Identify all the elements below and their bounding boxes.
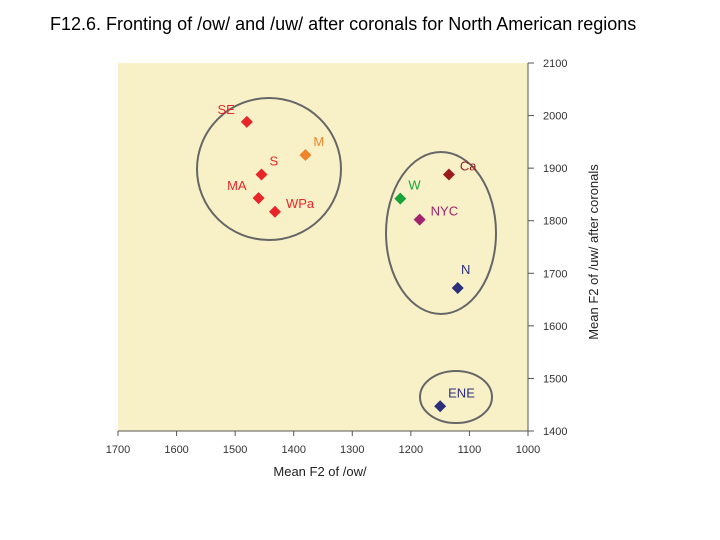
y-tick-label: 1500 bbox=[543, 373, 567, 385]
y-axis-title: Mean F2 of /uw/ after coronals bbox=[586, 164, 601, 340]
data-label-ene: ENE bbox=[448, 385, 475, 400]
x-tick-label: 1100 bbox=[458, 444, 482, 456]
data-point-wpa bbox=[268, 205, 281, 218]
data-point-ca bbox=[442, 168, 455, 181]
data-point-se bbox=[240, 115, 253, 128]
data-label-w: W bbox=[408, 178, 421, 193]
data-label-se: SE bbox=[218, 102, 236, 117]
x-tick-label: 1000 bbox=[516, 444, 540, 456]
x-tick-label: 1400 bbox=[281, 444, 305, 456]
data-points: SE S M MA WPa W Ca NYC N ENE bbox=[218, 102, 477, 413]
south-midland-cluster bbox=[196, 97, 342, 241]
y-tick-label: 1800 bbox=[543, 216, 567, 228]
y-tick-label: 2000 bbox=[543, 111, 567, 123]
data-point-ma bbox=[252, 192, 265, 205]
data-label-s: S bbox=[270, 153, 279, 168]
data-point-ene bbox=[434, 400, 447, 413]
data-point-nyc bbox=[413, 213, 426, 226]
data-point-m bbox=[299, 149, 312, 161]
data-label-wpa: WPa bbox=[286, 196, 315, 211]
y-tick-label: 2100 bbox=[543, 58, 567, 70]
y-tick-label: 1400 bbox=[543, 426, 567, 438]
y-tick-label: 1700 bbox=[543, 268, 567, 280]
data-label-m: M bbox=[313, 134, 324, 149]
x-axis-title: Mean F2 of /ow/ bbox=[273, 464, 367, 479]
data-label-ca: Ca bbox=[460, 158, 477, 173]
y-tick-label: 1600 bbox=[543, 321, 567, 333]
data-label-nyc: NYC bbox=[431, 204, 458, 219]
x-tick-label: 1300 bbox=[340, 444, 364, 456]
cluster-ellipses bbox=[196, 97, 497, 424]
slide-title: F12.6. Fronting of /ow/ and /uw/ after c… bbox=[50, 14, 637, 34]
y-tick-label: 1900 bbox=[543, 163, 567, 175]
x-tick-label: 1500 bbox=[223, 444, 247, 456]
eastern-new-england-cluster bbox=[419, 370, 493, 424]
x-axis: 1700 1600 1500 1400 1300 1200 1100 1000 bbox=[106, 430, 540, 456]
data-label-ma: MA bbox=[227, 178, 247, 193]
y-axis: 1400 1500 1600 1700 1800 1900 2000 2100 bbox=[527, 58, 567, 438]
data-point-n bbox=[451, 282, 464, 295]
data-point-s bbox=[255, 168, 268, 181]
data-label-n: N bbox=[461, 262, 470, 277]
x-tick-label: 1700 bbox=[106, 444, 130, 456]
west-north-cluster bbox=[385, 151, 497, 315]
plot-area bbox=[118, 63, 528, 431]
data-point-w bbox=[394, 192, 407, 205]
x-tick-label: 1200 bbox=[399, 444, 423, 456]
x-tick-label: 1600 bbox=[164, 444, 188, 456]
